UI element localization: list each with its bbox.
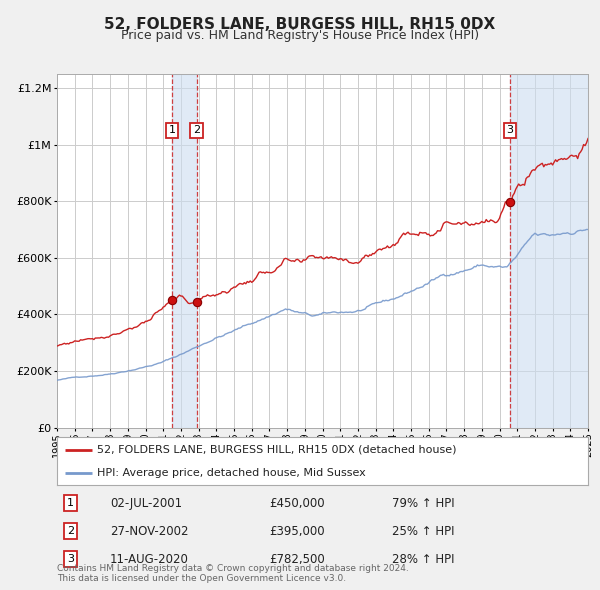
Bar [172, 74, 197, 428]
Text: 1: 1 [67, 498, 74, 508]
Text: 79% ↑ HPI: 79% ↑ HPI [392, 497, 454, 510]
Bar [510, 74, 588, 428]
Text: Contains HM Land Registry data © Crown copyright and database right 2024.
This d: Contains HM Land Registry data © Crown c… [57, 563, 409, 583]
Text: 2: 2 [193, 126, 200, 135]
Text: 3: 3 [67, 554, 74, 564]
Text: 2: 2 [67, 526, 74, 536]
Text: Price paid vs. HM Land Registry's House Price Index (HPI): Price paid vs. HM Land Registry's House … [121, 30, 479, 42]
Text: 52, FOLDERS LANE, BURGESS HILL, RH15 0DX: 52, FOLDERS LANE, BURGESS HILL, RH15 0DX [104, 17, 496, 31]
Text: 11-AUG-2020: 11-AUG-2020 [110, 553, 189, 566]
Text: 02-JUL-2001: 02-JUL-2001 [110, 497, 182, 510]
Text: 52, FOLDERS LANE, BURGESS HILL, RH15 0DX (detached house): 52, FOLDERS LANE, BURGESS HILL, RH15 0DX… [97, 445, 457, 455]
Text: £782,500: £782,500 [269, 553, 325, 566]
Text: 3: 3 [506, 126, 514, 135]
Text: £450,000: £450,000 [269, 497, 325, 510]
Text: 27-NOV-2002: 27-NOV-2002 [110, 525, 188, 537]
Text: 28% ↑ HPI: 28% ↑ HPI [392, 553, 454, 566]
Text: 25% ↑ HPI: 25% ↑ HPI [392, 525, 454, 537]
Text: HPI: Average price, detached house, Mid Sussex: HPI: Average price, detached house, Mid … [97, 468, 365, 478]
Text: 1: 1 [169, 126, 176, 135]
Text: £395,000: £395,000 [269, 525, 325, 537]
